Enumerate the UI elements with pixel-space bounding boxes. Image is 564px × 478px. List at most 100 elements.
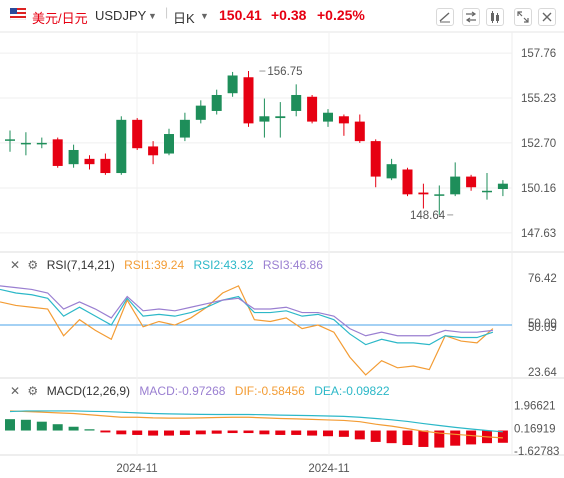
price-change-pct: +0.25% (317, 7, 365, 23)
symbol-dropdown-icon[interactable]: ▼ (148, 11, 157, 21)
grid-lines (0, 32, 512, 455)
rsi-tick-label: 76.42 (528, 273, 557, 285)
rsi2-value: RSI2:43.32 (193, 258, 254, 272)
macd-histogram-bar (116, 430, 127, 435)
annotation-high: 156.75 (267, 66, 302, 78)
macd-histogram-bar (354, 430, 365, 440)
macd-histogram-bar (434, 430, 445, 448)
candle-body (211, 94, 222, 111)
macd-histogram-bar (20, 419, 31, 431)
macd-histogram-bar (132, 430, 143, 435)
fullscreen-icon[interactable] (514, 8, 532, 26)
indicator-icon[interactable] (486, 8, 504, 26)
candle-body (497, 183, 508, 190)
dea-value: DEA:-0.09822 (314, 384, 390, 398)
candle-body (323, 112, 333, 122)
price-tick-label: 147.63 (521, 228, 556, 240)
macd-histogram-bar (386, 430, 397, 444)
symbol-selector[interactable]: USDJPY (95, 8, 147, 23)
macd-histogram-bar (259, 430, 270, 435)
settings-icon[interactable]: ⚙ (27, 258, 39, 272)
price-tick-label: 150.16 (521, 183, 556, 195)
candle-body (52, 139, 63, 166)
price-axis: 157.76 155.23 152.70 150.16 147.63 (521, 48, 556, 240)
compare-icon[interactable] (462, 8, 480, 26)
macd-panel: 1.96621 0.16919 -1.62783 (5, 401, 559, 458)
candle-body (84, 158, 95, 165)
candle-body (418, 192, 429, 195)
rsi-line-rsi1 (0, 285, 494, 376)
period-dropdown-icon[interactable]: ▼ (200, 11, 209, 21)
candle-body (338, 116, 349, 124)
candle-body (5, 139, 15, 141)
price-tick-label: 155.23 (521, 93, 556, 105)
macd-histogram-bar (291, 430, 302, 435)
dif-value: DIF:-0.58456 (234, 384, 305, 398)
macd-settings-icon[interactable]: ⚙ (27, 384, 39, 398)
divider: | (165, 5, 169, 19)
macd-histogram-bar (164, 430, 174, 436)
candle-body (354, 121, 365, 142)
macd-histogram-bar (68, 426, 79, 431)
candle-body (100, 158, 111, 174)
candle-body (482, 190, 492, 193)
candle-body (307, 96, 318, 122)
rsi-legend: ✕ ⚙ RSI(7,14,21) RSI1:39.24 RSI2:43.32 R… (10, 258, 323, 272)
candle-body (227, 75, 238, 94)
macd-histogram-bar (5, 419, 15, 431)
x-label-2: 2024-11 (308, 463, 349, 475)
macd-histogram-bar (211, 430, 222, 434)
macd-histogram-bar (179, 430, 190, 435)
macd-histogram-bar (323, 430, 333, 437)
candle-body (450, 176, 461, 195)
candle-body (195, 105, 206, 120)
macd-histogram-bar (338, 430, 349, 437)
macd-histogram-bar (100, 430, 111, 433)
macd-legend: ✕ ⚙ MACD(12,26,9) MACD:-0.97268 DIF:-0.5… (10, 384, 390, 398)
macd-histogram-bar (402, 430, 413, 446)
collapse-icon[interactable]: ✕ (10, 258, 21, 272)
period-selector[interactable]: 日K (173, 11, 195, 26)
close-icon[interactable] (538, 8, 556, 26)
macd-histogram-bar (36, 421, 47, 431)
macd-histogram-bar (450, 430, 461, 446)
candle-body (148, 146, 159, 156)
draw-icon[interactable] (436, 8, 454, 26)
macd-tick-label: 1.96621 (514, 401, 556, 413)
annotation-low: 148.64 (410, 210, 446, 222)
macd-histogram-bar (497, 430, 508, 443)
candle-body (434, 194, 445, 196)
candle-body (259, 116, 270, 122)
rsi1-value: RSI1:39.24 (124, 258, 185, 272)
macd-histogram-bar (466, 430, 477, 445)
price-tick-label: 152.70 (521, 138, 556, 150)
candle-body (36, 142, 47, 145)
rsi-line-rsi2 (0, 288, 494, 346)
macd-histogram-bar (195, 430, 206, 435)
macd-histogram-bar (307, 430, 318, 436)
macd-value: MACD:-0.97268 (139, 384, 226, 398)
macd-collapse-icon[interactable]: ✕ (10, 384, 21, 398)
candle-body (179, 119, 190, 138)
macd-tick-label: 0.16919 (514, 423, 556, 435)
price-change: +0.38 (271, 7, 307, 23)
candle-body (370, 141, 381, 177)
candle-body (243, 77, 254, 124)
rsi-line-rsi3 (0, 285, 493, 337)
candle-body (386, 164, 397, 179)
macd-histogram-bar (370, 430, 381, 442)
candle-body (68, 149, 79, 165)
rsi-tick-label: 50.09 (528, 322, 557, 334)
rsi3-value: RSI3:46.86 (262, 258, 323, 272)
price-tick-label: 157.76 (521, 48, 556, 60)
candle-body (20, 142, 31, 145)
macd-histogram-bar (275, 430, 286, 435)
candle-body (275, 116, 286, 119)
macd-tick-label: -1.62783 (514, 446, 559, 458)
candle-body (466, 176, 477, 188)
pair-name: 美元/日元 (32, 11, 88, 26)
dif-line (9, 410, 503, 439)
macd-histogram-bar (84, 429, 95, 431)
